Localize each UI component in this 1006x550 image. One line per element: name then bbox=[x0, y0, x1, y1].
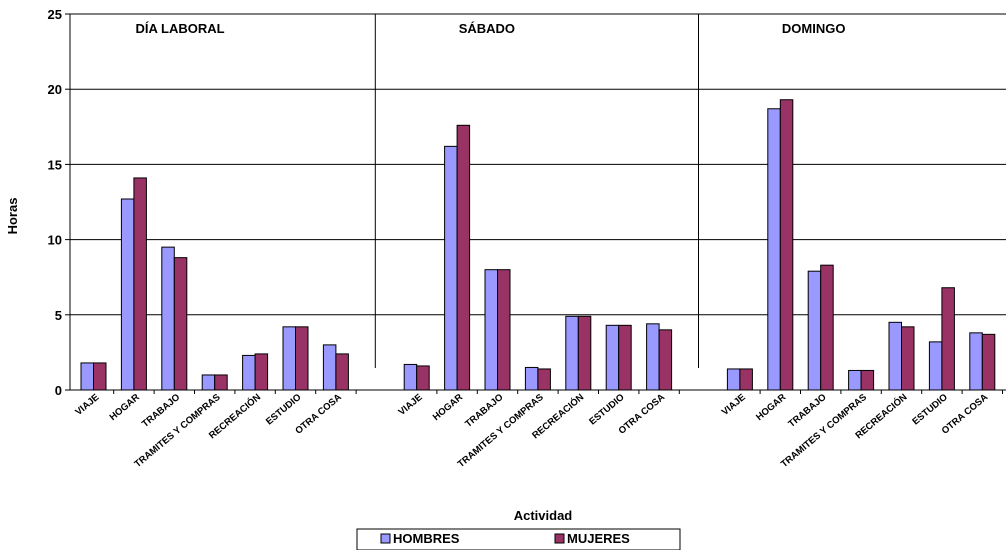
y-tick-labels: 0 5 10 15 20 25 bbox=[48, 7, 62, 398]
y-tick-label: 15 bbox=[48, 157, 62, 172]
x-tick-label-hogar: HOGAR bbox=[431, 392, 465, 423]
bar-domingo-hogar-mujeres bbox=[779, 99, 794, 391]
bar-domingo-trabajo-hombres bbox=[807, 270, 822, 391]
bar-domingo-tramites-y-compras-mujeres bbox=[860, 369, 875, 391]
x-tick-label-viaje: VIAJE bbox=[397, 392, 425, 418]
bar-dia-laboral-tramites-y-compras-mujeres bbox=[214, 374, 228, 391]
bar-dia-laboral-viaje-hombres bbox=[80, 362, 94, 391]
bar-sabado-estudio-hombres bbox=[605, 324, 620, 391]
bar-sabado-trabajo-hombres bbox=[484, 269, 498, 391]
bar-dia-laboral-hogar-hombres bbox=[120, 198, 135, 391]
x-axis-label: Actividad bbox=[514, 508, 573, 523]
bar-sabado-trabajo-mujeres bbox=[497, 269, 511, 391]
bar-sabado-tramites-y-compras-hombres bbox=[524, 366, 539, 391]
group-titles: DÍA LABORAL SÁBADO DOMINGO bbox=[136, 21, 846, 36]
bar-domingo-estudio-hombres bbox=[928, 341, 943, 391]
bar-dia-laboral-tramites-y-compras-hombres bbox=[201, 374, 216, 391]
y-tick-label: 10 bbox=[48, 233, 62, 248]
x-tick-label-estudio: ESTUDIO bbox=[264, 392, 303, 428]
bar-sabado-otra-cosa-mujeres bbox=[658, 329, 673, 391]
bar-domingo-trabajo-mujeres bbox=[820, 264, 834, 391]
bar-dia-laboral-recreacion-mujeres bbox=[254, 353, 269, 391]
axes bbox=[65, 13, 1006, 394]
gridlines bbox=[70, 13, 1006, 316]
bars bbox=[80, 99, 996, 391]
x-tick-label-hogar: HOGAR bbox=[754, 392, 788, 423]
bar-dia-laboral-viaje-mujeres bbox=[93, 362, 107, 391]
bar-domingo-hogar-hombres bbox=[767, 108, 781, 391]
x-tick-label-viaje: VIAJE bbox=[73, 392, 101, 418]
legend-label-mujeres: MUJERES bbox=[567, 531, 630, 546]
bar-dia-laboral-otra-cosa-mujeres bbox=[335, 353, 349, 391]
bar-domingo-viaje-mujeres bbox=[739, 368, 753, 391]
bar-sabado-viaje-hombres bbox=[403, 363, 418, 391]
y-axis-label: Horas bbox=[5, 198, 20, 235]
legend-swatch-hombres bbox=[380, 533, 391, 544]
legend-label-hombres: HOMBRES bbox=[393, 531, 460, 546]
bar-domingo-recreacion-hombres bbox=[888, 321, 902, 391]
bar-domingo-otra-cosa-hombres bbox=[969, 332, 983, 391]
group-separators bbox=[374, 14, 699, 368]
bar-sabado-estudio-mujeres bbox=[618, 324, 632, 391]
group-title-domingo: DOMINGO bbox=[782, 21, 846, 36]
y-tick-label: 5 bbox=[55, 308, 62, 323]
bar-domingo-otra-cosa-mujeres bbox=[981, 333, 996, 391]
bar-domingo-viaje-hombres bbox=[726, 368, 741, 391]
bar-dia-laboral-recreacion-hombres bbox=[242, 354, 256, 391]
bar-domingo-recreacion-mujeres bbox=[901, 326, 915, 391]
bar-sabado-viaje-mujeres bbox=[416, 365, 430, 391]
bar-dia-laboral-estudio-hombres bbox=[282, 326, 296, 391]
x-tick-label-estudio: ESTUDIO bbox=[587, 392, 626, 428]
x-tick-label-hogar: HOGAR bbox=[108, 392, 142, 423]
y-tick-label: 0 bbox=[55, 383, 62, 398]
y-tick-label: 25 bbox=[48, 7, 62, 22]
bar-domingo-estudio-mujeres bbox=[941, 287, 955, 391]
bar-sabado-hogar-hombres bbox=[444, 145, 458, 391]
bar-dia-laboral-hogar-mujeres bbox=[133, 177, 147, 391]
legend-box bbox=[356, 528, 681, 550]
x-tick-label-estudio: ESTUDIO bbox=[910, 392, 949, 428]
bar-dia-laboral-estudio-mujeres bbox=[295, 326, 309, 391]
bar-sabado-recreacion-hombres bbox=[565, 315, 579, 391]
legend: HOMBRES MUJERES bbox=[356, 528, 681, 550]
group-title-sabado: SÁBADO bbox=[459, 21, 515, 36]
y-tick-label: 20 bbox=[48, 82, 62, 97]
bar-sabado-tramites-y-compras-mujeres bbox=[537, 368, 551, 391]
bar-sabado-hogar-mujeres bbox=[456, 124, 471, 391]
x-tick-label-viaje: VIAJE bbox=[720, 392, 748, 418]
bar-dia-laboral-otra-cosa-hombres bbox=[322, 344, 337, 391]
legend-swatch-mujeres bbox=[554, 533, 565, 544]
bar-dia-laboral-trabajo-mujeres bbox=[173, 257, 188, 391]
bar-sabado-otra-cosa-hombres bbox=[646, 323, 660, 391]
bar-sabado-recreacion-mujeres bbox=[577, 315, 592, 391]
group-title-dia-laboral: DÍA LABORAL bbox=[136, 21, 225, 36]
bar-domingo-tramites-y-compras-hombres bbox=[848, 369, 862, 391]
bar-dia-laboral-trabajo-hombres bbox=[161, 246, 175, 391]
